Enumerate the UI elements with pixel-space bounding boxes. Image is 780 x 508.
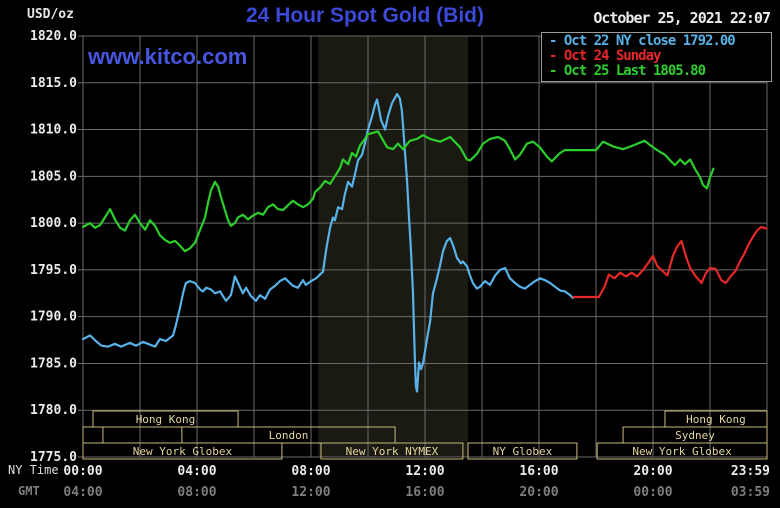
session-box [82,442,283,460]
legend-box: - Oct 22 NY close 1792.00 - Oct 24 Sunda… [541,32,772,82]
session-label: New York NYMEX [346,445,439,458]
y-tick-label: 1780.0 [30,403,77,418]
legend-item-oct24: - Oct 24 Sunday [549,48,661,64]
x-tick-gmt-label: 12:00 [291,485,330,500]
x-tick-gmt-label: 00:00 [633,485,672,500]
datetime-label: October 25, 2021 22:07 [593,9,771,27]
y-tick-label: 1775.0 [30,450,77,465]
legend-item-oct22: - Oct 22 NY close 1792.00 [549,33,736,49]
session-box [92,410,239,428]
x-tick-ny-label: 00:00 [63,464,102,479]
kitco-watermark: www.kitco.com [88,44,248,69]
ny-time-axis-label: NY Time [8,463,59,477]
y-tick-label: 1795.0 [30,263,77,278]
session-label: NY Globex [493,445,553,458]
session-label: Sydney [675,429,715,442]
y-tick-label: 1790.0 [30,310,77,325]
y-tick-label: 1815.0 [30,76,77,91]
x-tick-ny-label: 04:00 [177,464,216,479]
session-label: New York Globex [632,445,732,458]
session-box [467,442,578,460]
x-tick-gmt-label: 20:00 [519,485,558,500]
session-label: New York Globex [133,445,233,458]
x-tick-ny-label: 20:00 [633,464,672,479]
nymex-session-band [318,36,469,457]
price-line-oct24 [572,225,768,299]
x-tick-ny-label: 08:00 [291,464,330,479]
x-tick-ny-label: 23:59 [731,464,770,479]
chart-title: 24 Hour Spot Gold (Bid) [246,4,484,27]
x-tick-gmt-label: 03:59 [731,485,770,500]
session-box [596,442,768,460]
price-line-oct25 [81,130,715,253]
y-tick-label: 1785.0 [30,356,77,371]
y-tick-label: 1805.0 [30,169,77,184]
price-line-oct22 [81,92,575,393]
x-tick-ny-label: 16:00 [519,464,558,479]
legend-item-oct25: - Oct 25 Last 1805.80 [549,63,706,79]
x-tick-gmt-label: 04:00 [63,485,102,500]
x-tick-ny-label: 12:00 [405,464,444,479]
session-box [181,426,396,444]
y-tick-label: 1800.0 [30,216,77,231]
units-label: USD/oz [27,7,74,22]
x-tick-gmt-label: 16:00 [405,485,444,500]
session-label: London [269,429,309,442]
gmt-axis-label: GMT [18,484,40,498]
x-tick-gmt-label: 08:00 [177,485,216,500]
session-box [320,442,464,460]
y-tick-label: 1810.0 [30,123,77,138]
session-box [82,426,104,444]
y-tick-label: 1820.0 [30,29,77,44]
session-label: Hong Kong [686,413,746,426]
session-label: Hong Kong [136,413,196,426]
